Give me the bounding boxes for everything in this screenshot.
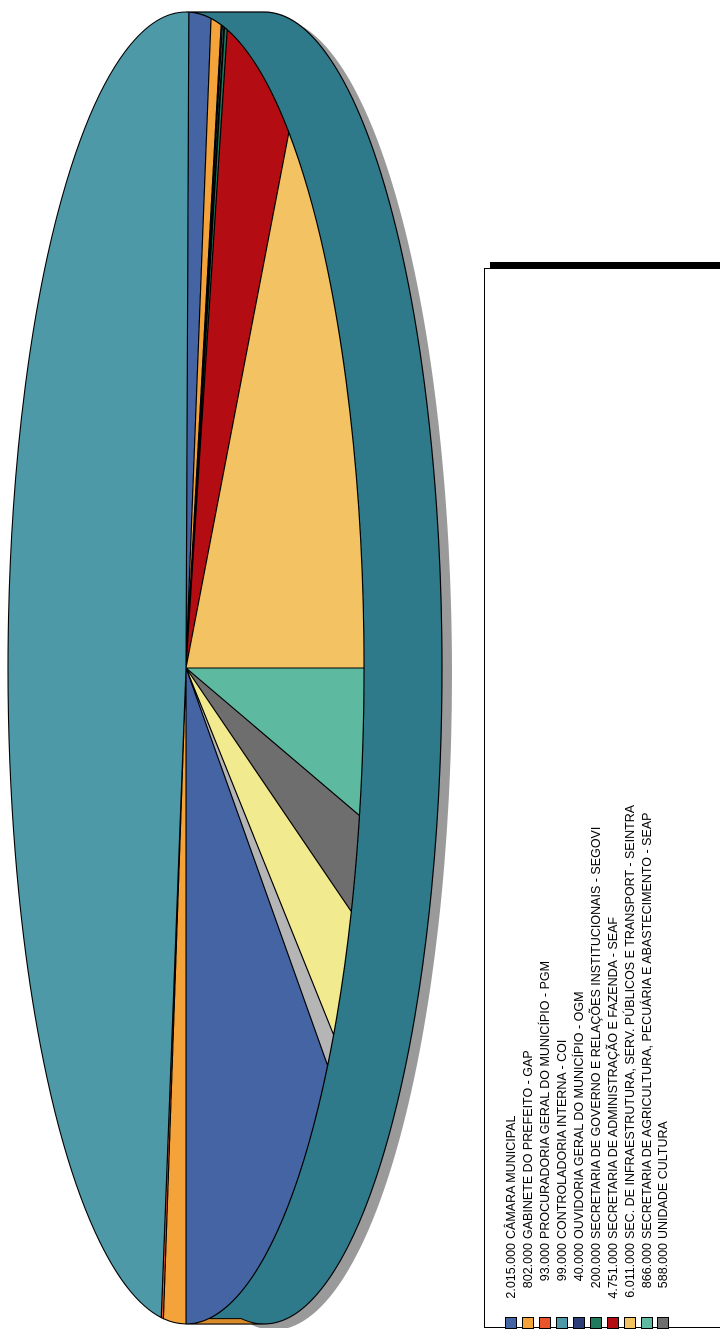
legend-value: 200.000: [588, 1243, 603, 1289]
legend-swatch: [505, 1317, 518, 1329]
legend-list: 2.015.000 CÂMARA MUNICIPAL 802.000 GABINETE…: [485, 269, 672, 1329]
legend: 2.015.000 CÂMARA MUNICIPAL 802.000 GABINETE…: [484, 268, 720, 1329]
legend-entry: 200.000 SECRETARIA DE GOVERNO E RELAÇÕES …: [587, 269, 604, 1329]
legend-entry: 588.000 UNIDADE CULTURA: [655, 269, 672, 1329]
legend-label: SEC. DE INFRAESTRUTURA, SERV. PÚBLICOS E…: [622, 804, 637, 1239]
legend-entry: 93.000 PROCURADORIA GERAL DO MUNICÍPIO - …: [537, 269, 554, 1329]
legend-value: 99.000: [555, 1243, 570, 1282]
legend-swatch: [522, 1317, 535, 1329]
legend-label: SECRETARIA DE GOVERNO E RELAÇÕES INSTITU…: [588, 826, 603, 1239]
legend-entry: 802.000 GABINETE DO PREFEITO - GAP: [520, 269, 537, 1329]
legend-entry: 2.015.000 CÂMARA MUNICIPAL: [503, 269, 520, 1329]
pie-slice: [7, 11, 190, 1319]
legend-value: 2.015.000: [504, 1243, 519, 1299]
legend-swatch: [623, 1317, 636, 1329]
legend-entry: 866.000 SECRETARIA DE AGRICULTURA, PECUÁR…: [638, 269, 655, 1329]
legend-entry: 40.000 OUVIDORIA GERAL DO MUNICÍPIO - OGM: [571, 269, 588, 1329]
legend-label: UNIDADE CULTURA: [656, 1121, 671, 1239]
legend-value: 93.000: [538, 1243, 553, 1282]
legend-swatch: [539, 1317, 552, 1329]
legend-value: 6.011.000: [622, 1243, 637, 1298]
pie-slices: [7, 11, 365, 1325]
legend-label: SECRETARIA DE ADMINISTRAÇÃO E FAZENDA - …: [605, 916, 620, 1239]
legend-swatch: [657, 1317, 670, 1329]
legend-swatch: [589, 1317, 602, 1329]
legend-entry: 4.751.000 SECRETARIA DE ADMINISTRAÇÃO E F…: [604, 269, 621, 1329]
legend-swatch: [556, 1317, 569, 1329]
legend-swatch: [573, 1317, 585, 1329]
pie-slice: [185, 667, 329, 1325]
legend-label: CÂMARA MUNICIPAL: [504, 1115, 519, 1239]
legend-swatch: [606, 1317, 619, 1329]
legend-value: 866.000: [639, 1243, 654, 1289]
pie-slice: [185, 132, 365, 669]
legend-label: CONTROLADORIA INTERNA - COI: [555, 1039, 570, 1239]
pie-slice: [185, 29, 290, 669]
legend-label: OUVIDORIA GERAL DO MUNICÍPIO - OGM: [572, 991, 586, 1239]
legend-entry: 6.011.000 SEC. DE INFRAESTRUTURA, SERV. P…: [621, 269, 638, 1329]
legend-value: 588.000: [656, 1243, 671, 1289]
legend-swatch: [640, 1317, 653, 1329]
legend-label: SECRETARIA DE AGRICULTURA, PECUÁRIA E AB…: [639, 812, 654, 1240]
legend-label: GABINETE DO PREFEITO - GAP: [521, 1050, 536, 1239]
legend-label: PROCURADORIA GERAL DO MUNICÍPIO - PGM: [538, 960, 553, 1239]
legend-value: 4.751.000: [605, 1243, 620, 1299]
legend-entry: 99.000 CONTROLADORIA INTERNA - COI: [554, 269, 571, 1329]
legend-value: 40.000: [572, 1243, 586, 1282]
legend-value: 802.000: [521, 1243, 536, 1289]
legend-shadow: [490, 262, 720, 270]
